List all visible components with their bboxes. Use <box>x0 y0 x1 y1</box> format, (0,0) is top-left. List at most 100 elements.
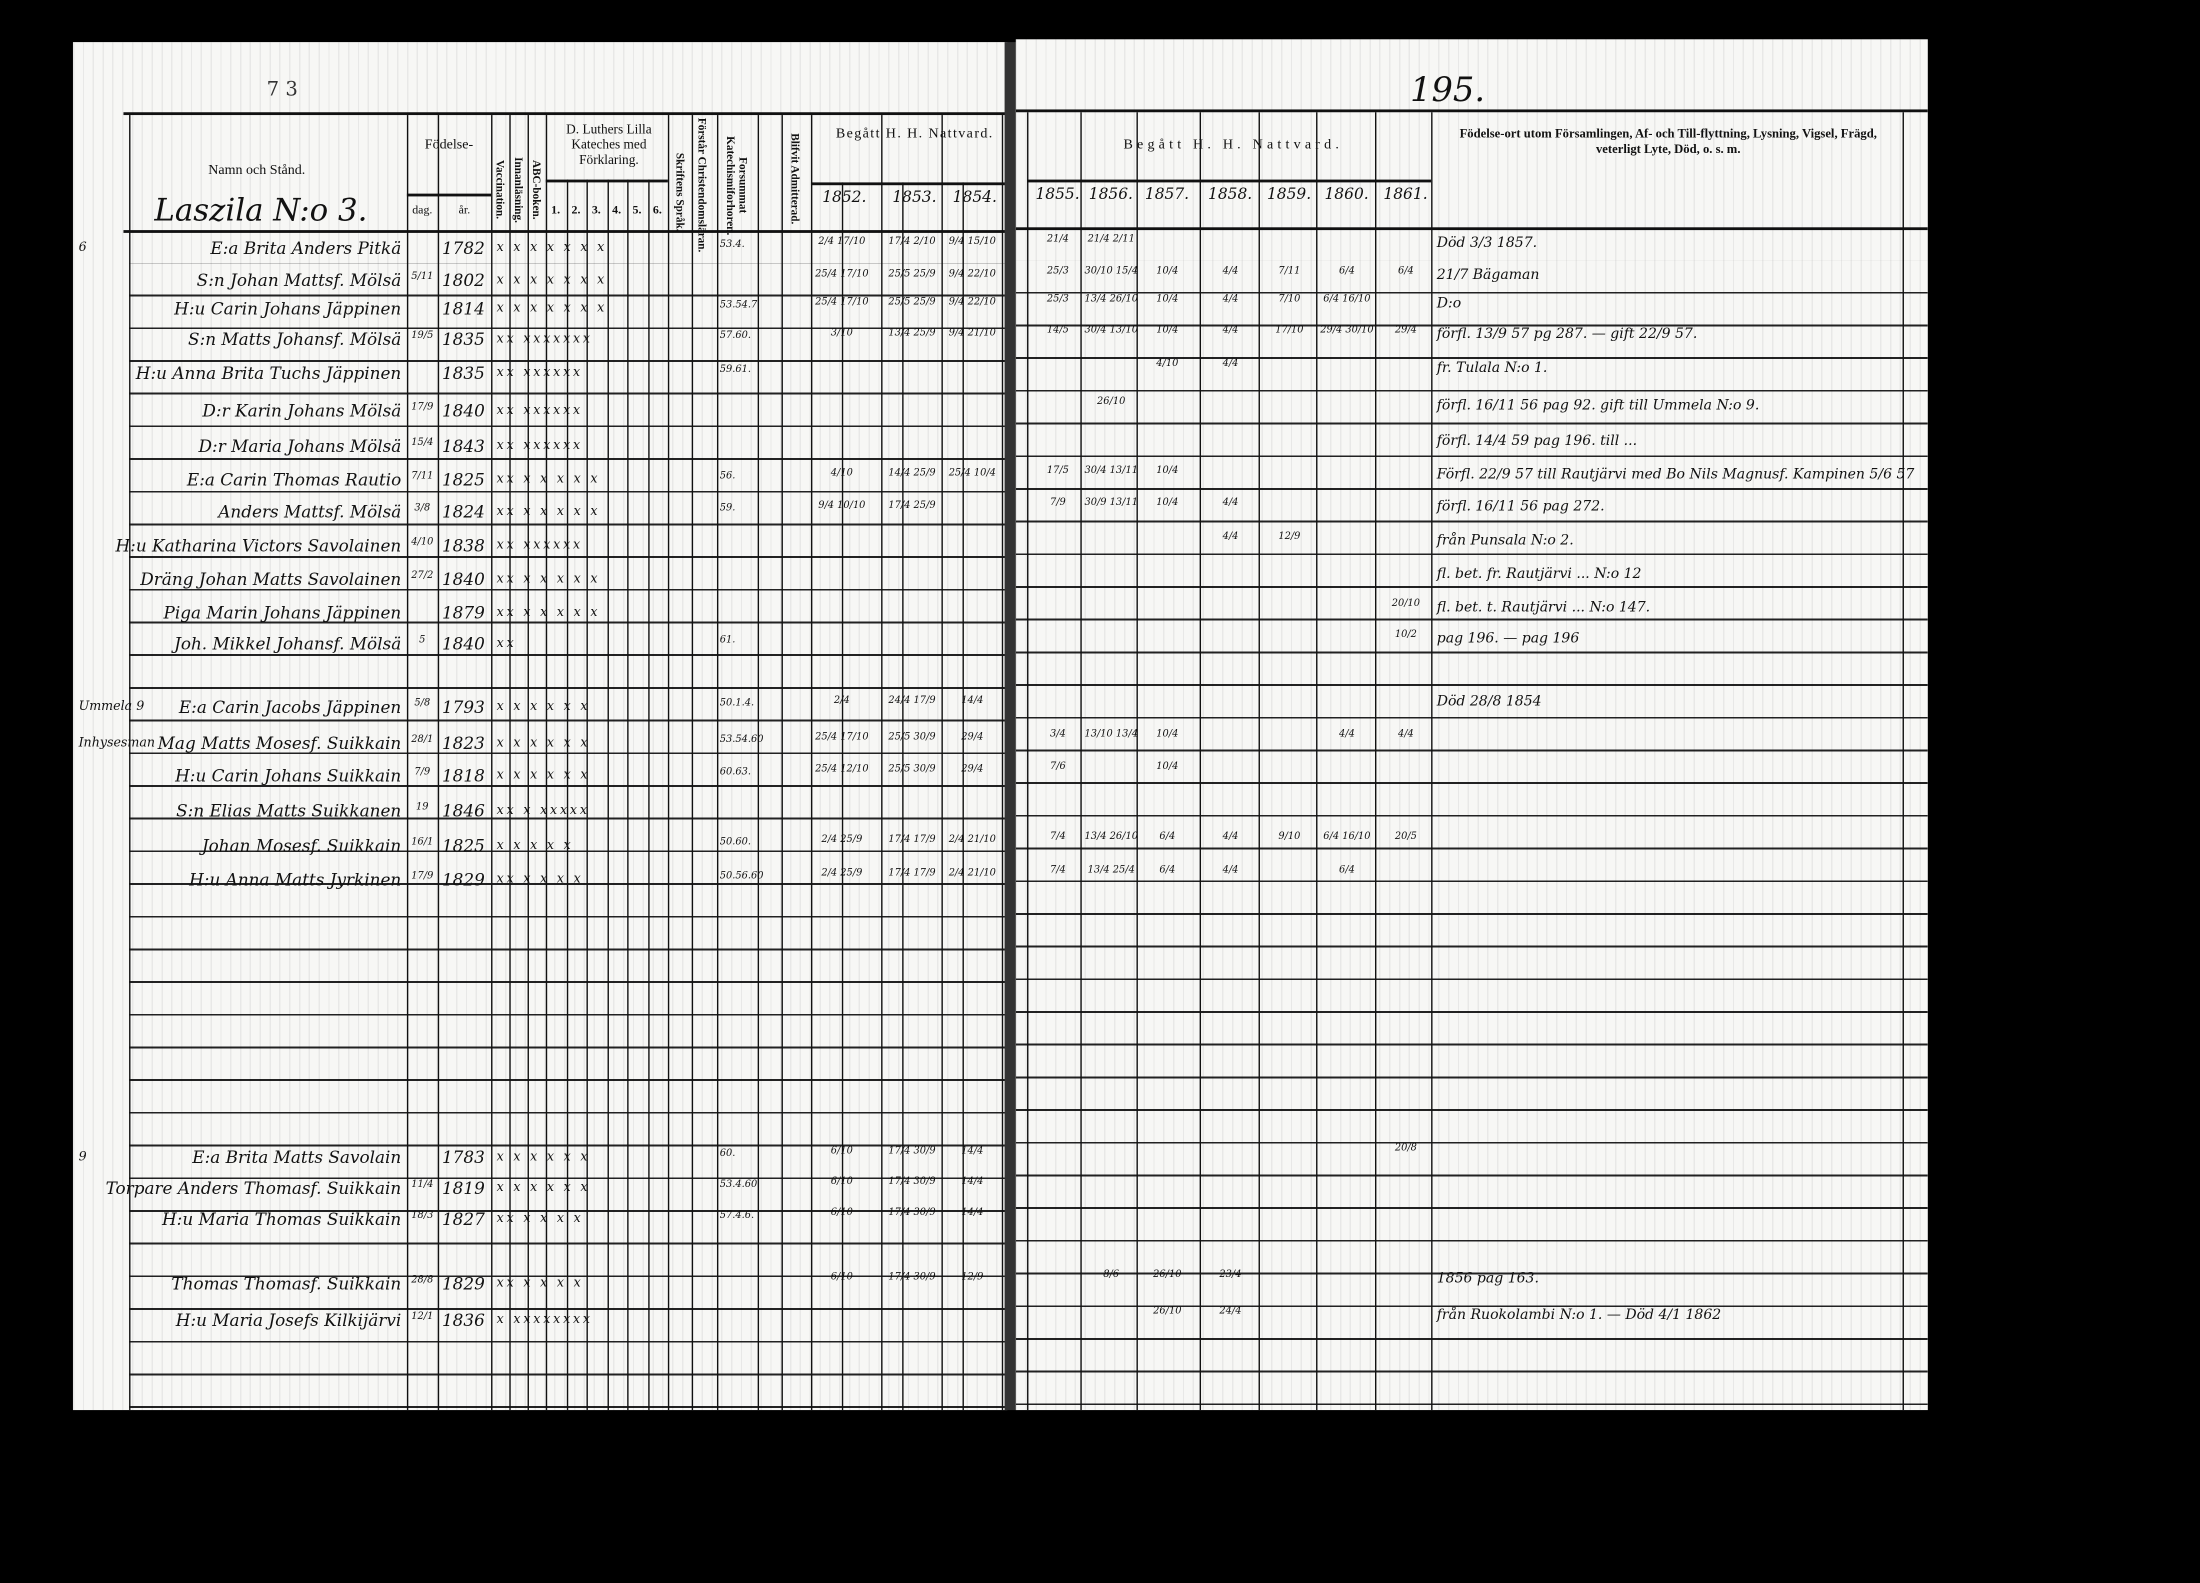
communion-date: 6/10 <box>830 1271 853 1283</box>
knowledge-marks: xx xxxxxx <box>496 366 583 381</box>
birth-year: 1823 <box>441 733 485 754</box>
communion-date: 20/10 <box>1391 597 1421 609</box>
communion-date: 30/9 13/11 <box>1084 496 1138 508</box>
header-rule <box>1027 179 1432 182</box>
birth-day: 3/8 <box>414 502 431 514</box>
communion-date: 17/4 30/9 <box>888 1144 936 1157</box>
header-katechism-col: 2. <box>571 202 581 217</box>
communion-date: 25/4 17/10 <box>815 267 869 280</box>
knowledge-marks: xx x x x x x <box>496 572 601 587</box>
missed-examinations: 53.4.60 <box>719 1178 758 1190</box>
communion-date: 4/4 <box>1222 830 1239 842</box>
person-name: Piga Marin Johans Jäppinen <box>163 603 402 623</box>
communion-date: 14/4 <box>961 1206 984 1218</box>
communion-date: 10/4 <box>1156 324 1179 336</box>
communion-date: 14/4 25/9 <box>888 467 936 479</box>
birth-day: 7/11 <box>411 470 434 482</box>
missed-examinations: 59.61. <box>719 363 752 375</box>
knowledge-marks: x x x x x x x <box>496 301 608 316</box>
communion-date: 9/4 21/10 <box>948 326 996 339</box>
person-name: H:u Carin Johans Jäppinen <box>174 298 402 319</box>
communion-date: 4/4 <box>1222 324 1239 336</box>
household-prefix: 9 <box>78 1150 87 1165</box>
remark: fr. Tulala N:o 1. <box>1436 360 1548 377</box>
communion-date: 9/4 15/10 <box>948 235 996 247</box>
communion-date: 6/4 <box>1397 265 1414 277</box>
communion-date: 17/4 17/9 <box>888 867 936 879</box>
header-katechism-col: 3. <box>591 202 601 217</box>
person-name: E:a Brita Matts Savolain <box>192 1147 402 1168</box>
person-name: H:u Carin Johans Suikkain <box>175 766 402 786</box>
communion-date: 17/4 2/10 <box>888 235 936 247</box>
column-rule <box>527 115 530 1411</box>
header-year: 1853. <box>892 188 937 207</box>
column-rule <box>841 182 844 1411</box>
column-rule <box>667 115 670 1411</box>
communion-date: 10/4 <box>1156 265 1179 277</box>
column-rule <box>1001 115 1004 1411</box>
person-name: Dräng Johan Matts Savolainen <box>140 569 402 590</box>
communion-date: 26/10 <box>1153 1268 1182 1280</box>
birth-day: 4/10 <box>411 535 434 548</box>
header-dag: dag. <box>412 202 433 217</box>
communion-date: 2/4 25/9 <box>821 867 863 879</box>
birth-year: 1829 <box>441 1273 485 1294</box>
top-mark: 7 3 <box>266 78 298 102</box>
birth-year: 1827 <box>441 1209 485 1230</box>
birth-day: 28/1 <box>411 733 434 746</box>
column-rule <box>1902 112 1905 1411</box>
communion-date: 26/10 <box>1153 1304 1182 1317</box>
header-year: 1857. <box>1144 185 1190 204</box>
remark: D:o <box>1436 296 1462 312</box>
communion-date: 12/9 <box>1278 530 1301 542</box>
knowledge-marks: xx x x x x <box>496 1276 584 1291</box>
communion-date: 4/4 <box>1397 728 1414 740</box>
column-rule <box>566 179 568 1411</box>
column-rule <box>1199 112 1202 1411</box>
person-name: S:n Matts Johansf. Mölsä <box>188 329 402 350</box>
knowledge-marks: xx xxxxxxx <box>496 332 593 347</box>
column-rule <box>606 179 609 1411</box>
ruled-lines <box>129 263 1008 1411</box>
knowledge-marks: xx xxxxxx <box>496 404 583 419</box>
communion-date: 17/4 30/9 <box>888 1206 936 1218</box>
header-rule <box>810 182 1008 185</box>
header-remarks: Födelse-ort utom Församlingen, Af- och T… <box>1459 126 1877 156</box>
missed-examinations: 60.63. <box>719 766 752 778</box>
knowledge-marks: x xxxxxxxx <box>496 1313 593 1328</box>
column-rule <box>691 115 694 1411</box>
birth-year: 1819 <box>441 1178 485 1199</box>
remark: Död 28/8 1854 <box>1436 694 1542 710</box>
communion-date: 7/4 <box>1049 830 1066 842</box>
birth-day: 12/1 <box>411 1310 434 1322</box>
column-rule <box>1374 112 1377 1411</box>
person-name: D:r Maria Johans Mölsä <box>198 436 402 456</box>
knowledge-marks: xx x xxxxx <box>496 803 590 818</box>
communion-date: 26/10 <box>1097 395 1126 407</box>
header-year: 1861. <box>1383 185 1428 204</box>
communion-date: 25/4 17/10 <box>815 296 869 308</box>
column-rule <box>962 182 965 1411</box>
person-name: H:u Anna Brita Tuchs Jäppinen <box>135 363 402 384</box>
missed-examinations: 57.4.6. <box>719 1209 755 1221</box>
communion-date: 10/4 <box>1156 728 1179 740</box>
header-rule <box>1015 227 1928 231</box>
person-name: H:u Maria Thomas Suikkain <box>161 1209 402 1230</box>
communion-date: 4/4 <box>1222 293 1239 305</box>
column-rule <box>810 115 813 1411</box>
missed-examinations: 50.60. <box>719 836 752 848</box>
person-name: H:u Anna Matts Jyrkinen <box>189 869 402 890</box>
communion-date: 29/4 <box>961 730 984 743</box>
communion-date: 3/10 <box>830 326 853 339</box>
communion-date: 29/4 <box>961 763 984 775</box>
birth-year: 1825 <box>441 470 485 490</box>
header-katechism-col: 6. <box>652 202 662 217</box>
header-begatt-right: Begått H. H. Nattvard. <box>1123 137 1344 153</box>
communion-date: 2/4 21/10 <box>948 867 996 879</box>
communion-date: 25/3 <box>1046 265 1069 277</box>
remark: förfl. 14/4 59 pag 196. till ... <box>1436 433 1638 449</box>
communion-date: 6/4 16/10 <box>1323 830 1371 842</box>
header-skriftens: Skriftens Språk. <box>673 153 687 233</box>
birth-day: 16/1 <box>411 836 434 848</box>
